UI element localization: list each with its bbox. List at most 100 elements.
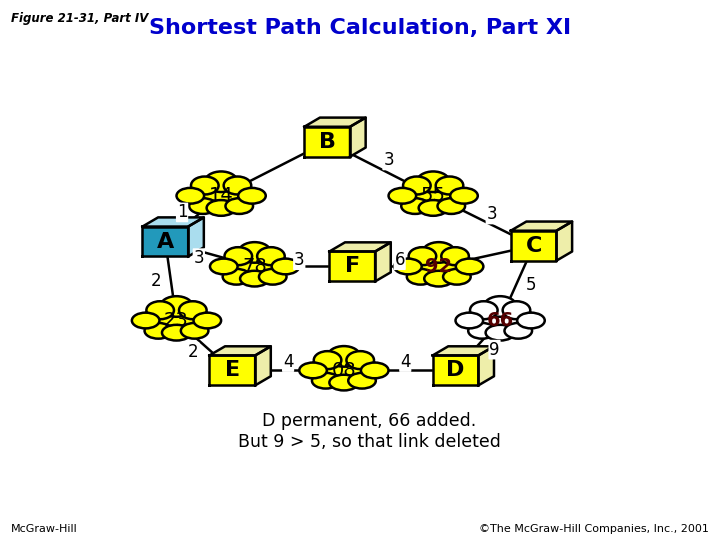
Polygon shape (305, 127, 350, 157)
Text: 9: 9 (490, 341, 500, 359)
Ellipse shape (191, 177, 219, 194)
Polygon shape (329, 252, 375, 281)
Text: B: B (319, 132, 336, 152)
Ellipse shape (443, 269, 471, 285)
Ellipse shape (450, 188, 478, 204)
Ellipse shape (185, 181, 258, 211)
Ellipse shape (225, 247, 252, 265)
Ellipse shape (224, 177, 251, 194)
Text: 3: 3 (383, 151, 394, 170)
Ellipse shape (132, 313, 159, 328)
Ellipse shape (464, 306, 536, 335)
Ellipse shape (257, 247, 284, 265)
Ellipse shape (470, 301, 498, 319)
Ellipse shape (348, 373, 376, 389)
Ellipse shape (438, 198, 465, 214)
Polygon shape (143, 218, 204, 227)
Polygon shape (510, 231, 557, 261)
Text: 5: 5 (526, 276, 536, 294)
Ellipse shape (160, 296, 193, 317)
Polygon shape (143, 227, 188, 256)
Text: ©The McGraw-Hill Companies, Inc., 2001: ©The McGraw-Hill Companies, Inc., 2001 (480, 523, 709, 534)
Polygon shape (510, 221, 572, 231)
Text: 3: 3 (487, 206, 497, 224)
Text: 2: 2 (188, 343, 199, 361)
Text: 92: 92 (426, 257, 452, 276)
Polygon shape (433, 346, 494, 355)
Ellipse shape (401, 198, 429, 214)
Ellipse shape (329, 375, 359, 390)
Text: A: A (157, 232, 174, 252)
Ellipse shape (456, 259, 483, 274)
Ellipse shape (389, 188, 416, 204)
Polygon shape (255, 346, 271, 386)
Text: E: E (225, 360, 240, 380)
Text: 1: 1 (176, 204, 187, 221)
Text: F: F (345, 256, 360, 276)
Ellipse shape (424, 271, 454, 287)
Text: 6: 6 (395, 251, 405, 269)
Ellipse shape (485, 325, 515, 341)
Ellipse shape (328, 346, 360, 367)
Ellipse shape (176, 188, 204, 204)
Polygon shape (557, 221, 572, 261)
Text: D: D (446, 360, 464, 380)
Ellipse shape (314, 351, 341, 369)
Ellipse shape (225, 198, 253, 214)
Ellipse shape (179, 301, 207, 319)
Ellipse shape (218, 252, 291, 281)
Ellipse shape (189, 198, 217, 214)
Ellipse shape (307, 355, 380, 386)
Ellipse shape (517, 313, 545, 328)
Ellipse shape (271, 259, 300, 274)
Ellipse shape (505, 323, 532, 339)
Text: McGraw-Hill: McGraw-Hill (11, 523, 78, 534)
Ellipse shape (238, 188, 266, 204)
Ellipse shape (409, 247, 436, 265)
Ellipse shape (456, 313, 483, 328)
Ellipse shape (407, 269, 434, 285)
Polygon shape (375, 242, 391, 281)
Text: C: C (526, 235, 541, 255)
Ellipse shape (417, 172, 449, 192)
Ellipse shape (468, 323, 496, 339)
Polygon shape (350, 118, 366, 157)
Ellipse shape (312, 373, 340, 389)
Ellipse shape (503, 301, 530, 319)
Polygon shape (329, 242, 391, 252)
Text: 4: 4 (400, 353, 410, 371)
Ellipse shape (140, 306, 213, 335)
Text: 23: 23 (164, 311, 189, 330)
Text: 55: 55 (420, 186, 446, 205)
Ellipse shape (441, 247, 469, 265)
Ellipse shape (259, 269, 287, 285)
Ellipse shape (403, 177, 431, 194)
Ellipse shape (484, 296, 516, 317)
Polygon shape (305, 118, 366, 127)
Ellipse shape (423, 242, 455, 263)
Ellipse shape (418, 200, 448, 216)
Ellipse shape (181, 323, 208, 339)
Text: 3: 3 (294, 251, 305, 269)
Ellipse shape (146, 301, 174, 319)
Ellipse shape (210, 259, 238, 274)
Text: 3: 3 (194, 249, 204, 267)
Polygon shape (210, 346, 271, 355)
Ellipse shape (361, 362, 389, 379)
Ellipse shape (145, 323, 172, 339)
Text: Shortest Path Calculation, Part XI: Shortest Path Calculation, Part XI (149, 18, 571, 38)
Ellipse shape (394, 259, 422, 274)
Ellipse shape (238, 242, 271, 263)
Ellipse shape (162, 325, 191, 341)
Text: 14: 14 (209, 186, 233, 205)
Ellipse shape (207, 200, 235, 216)
Ellipse shape (222, 269, 251, 285)
Ellipse shape (300, 362, 327, 379)
Text: 78: 78 (242, 257, 267, 276)
Ellipse shape (397, 181, 469, 211)
Ellipse shape (194, 313, 221, 328)
Text: 66: 66 (487, 311, 514, 330)
Polygon shape (188, 218, 204, 256)
Ellipse shape (402, 252, 475, 281)
Polygon shape (478, 346, 494, 386)
